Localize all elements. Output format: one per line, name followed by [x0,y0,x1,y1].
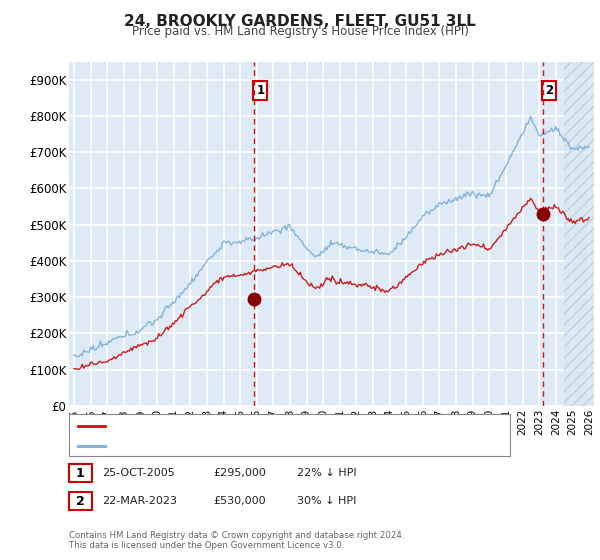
Text: Price paid vs. HM Land Registry's House Price Index (HPI): Price paid vs. HM Land Registry's House … [131,25,469,38]
Text: 2: 2 [545,84,554,97]
Text: 22-MAR-2023: 22-MAR-2023 [102,496,177,506]
Text: 22% ↓ HPI: 22% ↓ HPI [297,468,356,478]
Text: 24, BROOKLY GARDENS, FLEET, GU51 3LL: 24, BROOKLY GARDENS, FLEET, GU51 3LL [124,14,476,29]
Text: Contains HM Land Registry data © Crown copyright and database right 2024.
This d: Contains HM Land Registry data © Crown c… [69,530,404,550]
Text: 24, BROOKLY GARDENS, FLEET, GU51 3LL (detached house): 24, BROOKLY GARDENS, FLEET, GU51 3LL (de… [111,421,439,431]
Text: 25-OCT-2005: 25-OCT-2005 [102,468,175,478]
Text: £530,000: £530,000 [213,496,266,506]
Text: 30% ↓ HPI: 30% ↓ HPI [297,496,356,506]
Text: 2: 2 [76,494,85,508]
Text: HPI: Average price, detached house, Hart: HPI: Average price, detached house, Hart [111,441,337,451]
Text: £295,000: £295,000 [213,468,266,478]
Bar [564,62,594,406]
Text: 1: 1 [76,466,85,480]
Text: 1: 1 [256,84,265,97]
